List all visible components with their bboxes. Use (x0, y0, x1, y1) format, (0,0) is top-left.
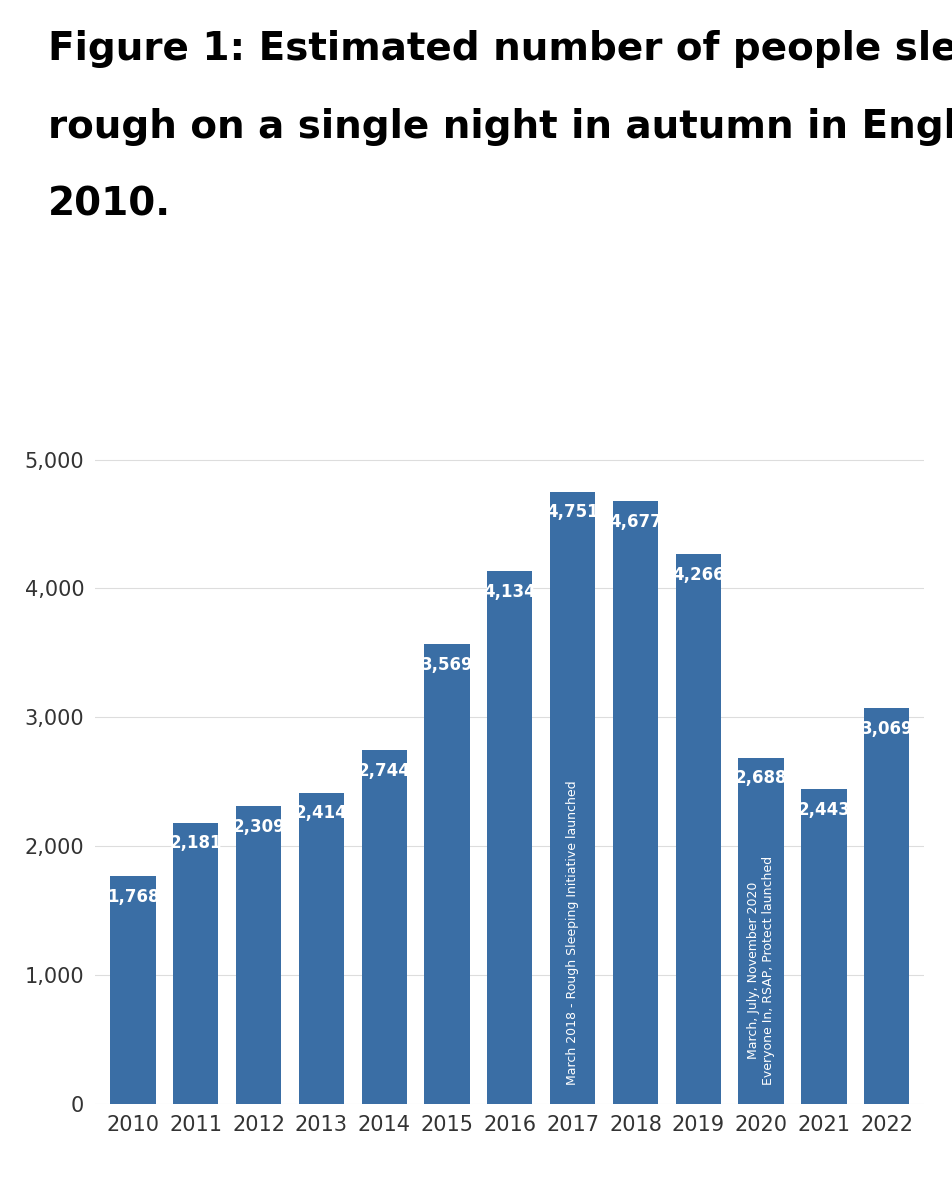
Bar (738, 757, 783, 1104)
Text: March, July, November 2020
Everyone In, RSAP, Protect launched: March, July, November 2020 Everyone In, … (746, 856, 774, 1085)
Text: 3,569: 3,569 (420, 655, 473, 673)
Text: 2,181: 2,181 (169, 834, 222, 852)
Text: March 2018 - Rough Sleeping Initiative launched: March 2018 - Rough Sleeping Initiative l… (565, 780, 579, 1085)
Bar (801, 790, 845, 1104)
Text: 2010.: 2010. (48, 186, 170, 224)
Text: 2,688: 2,688 (734, 769, 786, 787)
Bar (236, 806, 281, 1104)
Bar (424, 644, 469, 1104)
Bar (675, 554, 720, 1104)
Text: 4,677: 4,677 (608, 512, 661, 530)
Text: 4,266: 4,266 (671, 565, 724, 583)
Text: 2,744: 2,744 (357, 762, 410, 780)
Text: 2,309: 2,309 (232, 818, 285, 836)
Bar (549, 492, 595, 1104)
Text: 4,751: 4,751 (545, 503, 599, 521)
Text: 2,414: 2,414 (295, 804, 347, 822)
Text: 3,069: 3,069 (860, 720, 912, 738)
Text: rough on a single night in autumn in England since: rough on a single night in autumn in Eng… (48, 108, 952, 146)
Bar (361, 750, 407, 1104)
Bar (612, 502, 658, 1104)
Text: Figure 1: Estimated number of people sleeping: Figure 1: Estimated number of people sle… (48, 30, 952, 68)
Bar (173, 823, 218, 1104)
Text: 2,443: 2,443 (797, 800, 849, 818)
Bar (110, 876, 155, 1104)
Text: 4,134: 4,134 (483, 583, 536, 601)
Bar (299, 793, 344, 1104)
Text: 1,768: 1,768 (107, 888, 159, 906)
Bar (863, 708, 908, 1104)
Bar (486, 571, 532, 1104)
